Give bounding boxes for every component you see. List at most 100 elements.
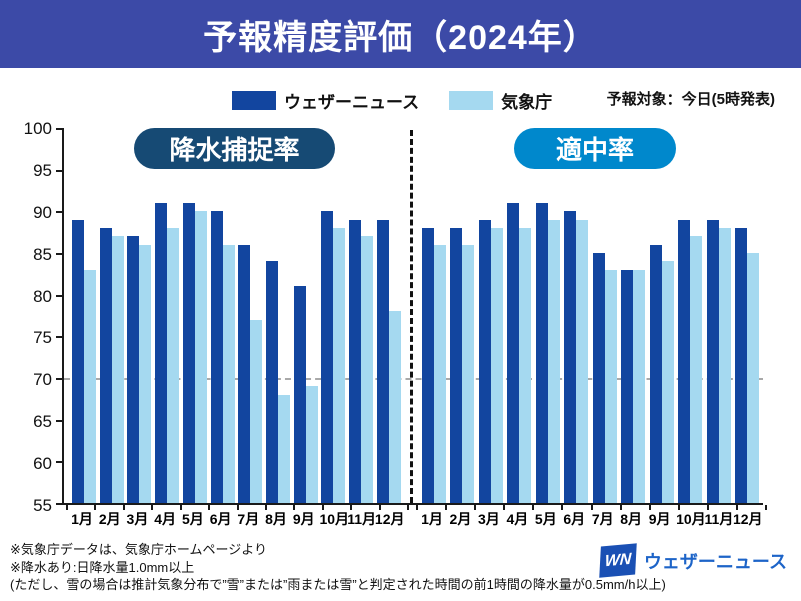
y-tick-mark — [56, 378, 64, 380]
x-tick-mark — [208, 505, 211, 510]
bar-jma-10月 — [690, 236, 703, 503]
bar-group-1月 — [72, 128, 96, 503]
x-tick-mark — [765, 505, 767, 510]
x-tick-mark — [236, 505, 239, 510]
bar-jma-6月 — [222, 244, 235, 503]
bar-wn-7月 — [238, 244, 251, 503]
month-label: 12月 — [732, 511, 763, 527]
plot-area — [56, 128, 767, 510]
bar-jma-8月 — [278, 394, 291, 503]
bar-wn-10月 — [678, 219, 691, 503]
month-label: 12月 — [374, 511, 405, 527]
month-label: 3月 — [478, 511, 500, 527]
x-tick-mark — [66, 505, 68, 510]
y-tick-mark — [56, 169, 64, 172]
wn-logo-letters: WN — [604, 550, 632, 570]
month-label: 8月 — [265, 511, 287, 527]
bar-wn-11月 — [349, 219, 362, 503]
month-label: 4月 — [506, 511, 529, 527]
bar-jma-9月 — [661, 261, 674, 503]
panel-title-hit-rate: 適中率 — [555, 135, 634, 165]
month-label: 3月 — [126, 511, 149, 527]
bar-jma-4月 — [167, 228, 180, 503]
bar-wn-6月 — [564, 211, 577, 503]
bar-jma-11月 — [718, 228, 731, 503]
y-tick-mark — [56, 294, 64, 297]
x-tick-mark — [619, 505, 622, 510]
month-label: 4月 — [154, 511, 177, 527]
bar-jma-2月 — [462, 244, 475, 503]
month-label: 8月 — [620, 511, 643, 527]
bar-wn-5月 — [535, 203, 548, 503]
legend-swatch — [449, 91, 494, 110]
bar-wn-12月 — [734, 228, 747, 503]
bar-jma-11月 — [361, 236, 374, 503]
page-title: 予報精度評価（2024年） — [203, 18, 598, 57]
bar-wn-10月 — [321, 211, 334, 503]
bar-wn-7月 — [592, 253, 605, 503]
forecast-target-note: 予報対象：今日(5時発表) — [606, 91, 775, 108]
month-label: 10月 — [676, 511, 706, 527]
bar-jma-12月 — [388, 311, 401, 503]
bar-wn-9月 — [293, 286, 306, 503]
bar-jma-10月 — [333, 228, 346, 503]
title-banner: 予報精度評価（2024年） — [0, 0, 801, 68]
x-tick-mark — [474, 505, 477, 510]
bar-group-3月 — [478, 128, 503, 503]
wn-logo-text: ウェザーニュース — [643, 551, 787, 572]
bar-wn-2月 — [99, 228, 112, 503]
legend-item-weathernews: ウェザーニュース — [232, 88, 419, 113]
bar-jma-9月 — [305, 386, 318, 503]
y-axis: 100 95 90 85 80 75 70 65 60 55 — [0, 119, 55, 515]
bar-group-8月 — [621, 128, 646, 503]
bar-wn-6月 — [210, 211, 223, 503]
wn-logo-icon: WN — [599, 543, 637, 578]
bar-group-5月 — [535, 128, 560, 503]
y-tick-label: 95 — [33, 160, 52, 180]
bar-wn-4月 — [507, 203, 520, 503]
panel-pill: 降水捕捉率 — [134, 128, 335, 169]
month-axis: 1月 2月 3月 4月 5月 6月 7月 8月 9月 10月 11月 12月 — [414, 509, 763, 529]
bar-group-12月 — [376, 128, 401, 503]
bar-wn-3月 — [478, 219, 491, 503]
y-tick-mark — [56, 128, 64, 130]
bar-jma-4月 — [519, 228, 532, 503]
bar-jma-2月 — [111, 236, 124, 503]
x-tick-mark — [151, 505, 154, 510]
legend-label: ウェザーニュース — [284, 93, 420, 112]
footnote-line: ※降水あり:日降水量1.0mm以上 — [10, 559, 195, 575]
month-label: 9月 — [648, 511, 671, 527]
y-tick-label: 55 — [33, 496, 52, 515]
month-label: 11月 — [704, 511, 734, 527]
bar-jma-7月 — [604, 269, 617, 503]
y-tick-mark — [56, 503, 64, 505]
x-tick-mark — [179, 505, 182, 510]
y-tick-label: 100 — [23, 119, 52, 138]
panel-divider-line — [410, 130, 413, 503]
x-tick-mark — [122, 505, 125, 510]
x-tick-mark — [445, 505, 448, 510]
y-tick-label: 65 — [33, 412, 52, 432]
bar-group-5月 — [182, 128, 207, 503]
month-label: 7月 — [237, 511, 260, 527]
bar-wn-1月 — [422, 228, 434, 503]
bar-wn-11月 — [706, 219, 719, 503]
y-tick-label: 80 — [33, 286, 52, 306]
y-tick-label: 90 — [33, 202, 52, 222]
x-tick-mark — [706, 505, 709, 510]
bar-wn-8月 — [621, 269, 634, 503]
x-tick-mark — [264, 505, 267, 510]
x-tick-mark — [416, 505, 418, 510]
x-tick-mark — [561, 505, 564, 510]
month-axis: 1月 2月 3月 4月 5月 6月 7月 8月 9月 10月 11月 12月 — [64, 509, 405, 529]
bar-group-7月 — [592, 128, 617, 503]
x-tick-mark — [648, 505, 651, 510]
month-label: 11月 — [347, 511, 376, 527]
reference-line-70 — [64, 378, 763, 380]
x-tick-mark — [407, 505, 409, 510]
bar-jma-5月 — [547, 219, 560, 503]
bar-group-9月 — [649, 128, 674, 503]
month-label: 6月 — [563, 511, 586, 527]
bar-wn-1月 — [72, 219, 84, 503]
bar-jma-3月 — [490, 228, 503, 503]
